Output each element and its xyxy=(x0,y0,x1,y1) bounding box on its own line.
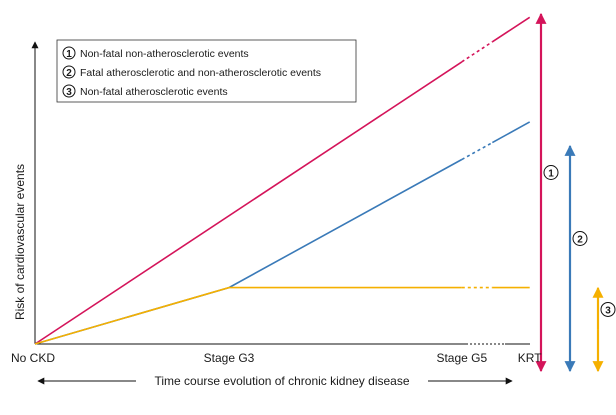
legend-box xyxy=(56,39,357,103)
series-1-line xyxy=(34,61,463,345)
x-tick-label: Stage G3 xyxy=(204,351,255,365)
series-layer xyxy=(34,16,531,345)
range-arrow-3-number: 3 xyxy=(605,305,611,316)
legend-number: 1 xyxy=(66,49,72,60)
range-arrow-1-number: 1 xyxy=(548,169,554,180)
legend-number: 3 xyxy=(66,87,72,98)
range-arrow-2-number: 2 xyxy=(577,235,583,246)
range-arrow-3-badge xyxy=(600,301,616,317)
x-tick-label: KRT xyxy=(518,351,542,365)
series-2-tail xyxy=(491,121,531,144)
range-arrow-1-badge xyxy=(543,165,559,180)
series-2-dashed xyxy=(461,141,493,161)
legend-label: Non-fatal atherosclerotic events xyxy=(80,86,228,98)
legend-label: Fatal atherosclerotic and non-atheroscle… xyxy=(80,67,321,79)
legend-number-circle xyxy=(62,46,76,60)
range-arrow-layer: 1 2 3 xyxy=(535,12,616,373)
series-3-line xyxy=(34,286,462,345)
series-2-line xyxy=(34,158,463,345)
series-1-tail xyxy=(491,16,531,43)
x-tick-label: No CKD xyxy=(11,351,55,365)
x-axis-label: Time course evolution of chronic kidney … xyxy=(154,374,409,388)
legend-item-3: 3 Non-fatal atherosclerotic events xyxy=(62,84,228,98)
legend: 1 Non-fatal non-atherosclerotic events 2… xyxy=(56,39,357,103)
y-axis-label: Risk of cardiovascular events xyxy=(13,164,27,320)
legend-number-circle xyxy=(62,65,76,79)
legend-label: Non-fatal non-atherosclerotic events xyxy=(80,48,249,60)
legend-number: 2 xyxy=(66,68,72,79)
x-tick-label: Stage G5 xyxy=(436,351,487,365)
series-1-dashed xyxy=(461,41,493,63)
x-tick-layer: No CKD Stage G3 Stage G5 KRT xyxy=(11,351,542,365)
legend-item-1: 1 Non-fatal non-atherosclerotic events xyxy=(62,46,249,60)
legend-item-2: 2 Fatal atherosclerotic and non-atherosc… xyxy=(62,65,321,79)
range-arrow-2-badge xyxy=(572,231,588,246)
legend-number-circle xyxy=(62,84,76,98)
